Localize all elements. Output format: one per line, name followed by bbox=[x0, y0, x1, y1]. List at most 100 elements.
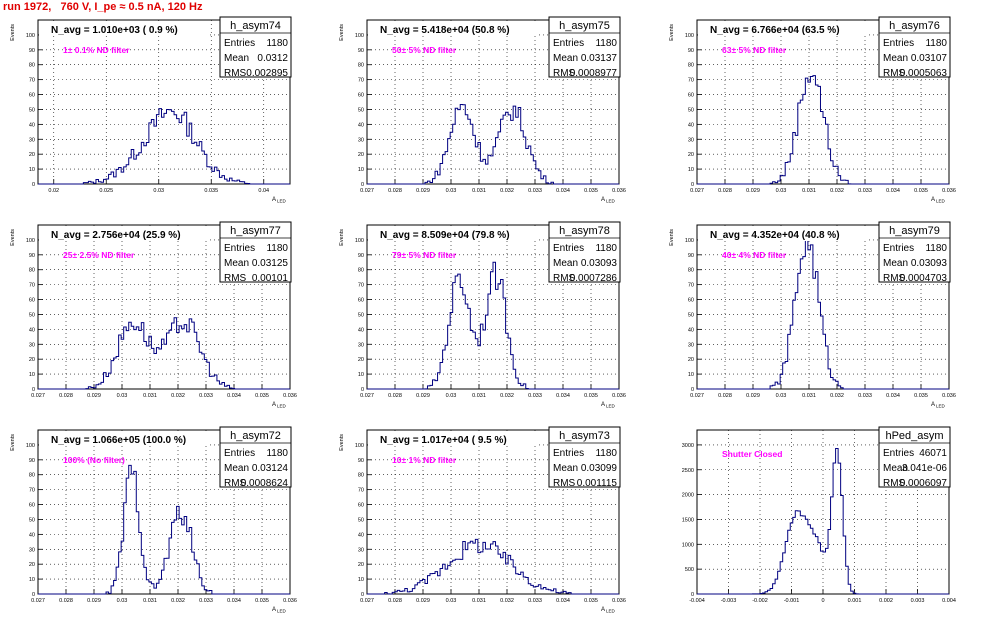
stat-value-entries: 1180 bbox=[925, 243, 947, 254]
x-tick-label: 0.03 bbox=[776, 393, 787, 399]
x-tick-label: 0.034 bbox=[227, 393, 241, 399]
y-tick-label: 0 bbox=[691, 387, 694, 393]
histogram-line bbox=[38, 317, 290, 390]
x-tick-label: 0.03 bbox=[117, 393, 128, 399]
stat-label-mean: Mean bbox=[553, 463, 578, 474]
x-tick-label: 0.03 bbox=[446, 393, 457, 399]
stat-label-entries: Entries bbox=[883, 38, 914, 49]
stats-box bbox=[219, 426, 292, 488]
y-tick-label: 20 bbox=[29, 152, 35, 158]
histogram-name: h_asym72 bbox=[230, 430, 281, 442]
y-tick-label: 50 bbox=[29, 312, 35, 318]
x-tick-label: 0.04 bbox=[258, 188, 269, 194]
filter-annotation: 100% (No filter) bbox=[63, 455, 125, 465]
y-tick-label: 90 bbox=[358, 458, 364, 464]
x-tick-label: 0.033 bbox=[858, 188, 872, 194]
y-tick-label: 50 bbox=[29, 517, 35, 523]
y-tick-label: 60 bbox=[29, 503, 35, 509]
y-tick-label: 60 bbox=[688, 93, 694, 99]
stat-value-mean: 3.041e-06 bbox=[902, 463, 947, 474]
x-tick-label: 0.036 bbox=[283, 598, 297, 604]
x-tick-label: 0.036 bbox=[612, 598, 626, 604]
plot-frame bbox=[696, 224, 950, 390]
x-tick-label: 0.03 bbox=[117, 598, 128, 604]
stat-value-entries: 46071 bbox=[919, 448, 947, 459]
y-tick-label: 20 bbox=[358, 357, 364, 363]
y-tick-label: 80 bbox=[358, 63, 364, 69]
x-tick-label: 0.027 bbox=[360, 188, 374, 194]
stat-value-rms: 0.0005063 bbox=[900, 68, 948, 79]
plot-title: N_avg = 6.766e+04 (63.5 %) bbox=[710, 25, 840, 36]
x-axis-label: ALED bbox=[272, 607, 287, 614]
x-axis-label: ALED bbox=[272, 402, 287, 409]
y-tick-label: 10 bbox=[29, 167, 35, 173]
y-tick-label: 20 bbox=[358, 562, 364, 568]
stat-value-rms: 0.0008977 bbox=[570, 68, 618, 79]
y-tick-label: 70 bbox=[358, 283, 364, 289]
y-tick-label: 60 bbox=[29, 93, 35, 99]
y-tick-label: 80 bbox=[358, 473, 364, 479]
histogram-name: h_asym79 bbox=[889, 225, 940, 237]
y-tick-label: 90 bbox=[29, 253, 35, 259]
histogram-line bbox=[367, 104, 619, 185]
y-tick-label: 100 bbox=[26, 33, 35, 39]
y-tick-label: 70 bbox=[688, 78, 694, 84]
stat-label-mean: Mean bbox=[224, 53, 249, 64]
x-tick-label: 0.03 bbox=[446, 188, 457, 194]
y-tick-label: 70 bbox=[358, 78, 364, 84]
y-tick-label: 2000 bbox=[682, 493, 694, 499]
x-tick-label: 0.025 bbox=[99, 188, 113, 194]
x-tick-label: -0.001 bbox=[784, 598, 800, 604]
y-tick-label: 30 bbox=[29, 137, 35, 143]
histogram-name: h_asym75 bbox=[559, 20, 610, 32]
title-box bbox=[368, 226, 536, 241]
y-axis-label: Events bbox=[339, 229, 345, 246]
y-axis-label: Events bbox=[10, 229, 16, 246]
y-axis-label: Events bbox=[10, 24, 16, 41]
stat-label-mean: Mean bbox=[553, 53, 578, 64]
plot-title: N_avg = 1.010e+03 ( 0.9 %) bbox=[51, 25, 178, 36]
x-tick-label: 0.02 bbox=[48, 188, 59, 194]
y-tick-label: 10 bbox=[29, 577, 35, 583]
y-tick-label: 60 bbox=[358, 298, 364, 304]
y-tick-label: 40 bbox=[358, 532, 364, 538]
y-tick-label: 50 bbox=[688, 107, 694, 113]
x-tick-label: 0.027 bbox=[31, 393, 45, 399]
x-tick-label: 0.034 bbox=[556, 598, 570, 604]
x-tick-label: 0.033 bbox=[858, 393, 872, 399]
plot-frame bbox=[37, 19, 291, 185]
y-tick-label: 50 bbox=[358, 517, 364, 523]
y-tick-label: 60 bbox=[358, 93, 364, 99]
x-tick-label: 0.033 bbox=[528, 188, 542, 194]
x-tick-label: 0.032 bbox=[171, 393, 185, 399]
y-tick-label: 40 bbox=[29, 327, 35, 333]
y-tick-label: 30 bbox=[358, 137, 364, 143]
y-tick-label: 50 bbox=[358, 312, 364, 318]
histogram-line bbox=[367, 261, 619, 390]
plot-title: N_avg = 1.066e+05 (100.0 %) bbox=[51, 435, 186, 446]
filter-annotation: 10± 1% ND filter bbox=[392, 455, 457, 465]
stat-label-mean: Mean bbox=[883, 53, 908, 64]
x-tick-label: 0.027 bbox=[360, 598, 374, 604]
x-tick-label: 0.004 bbox=[942, 598, 956, 604]
plot-title: N_avg = 2.756e+04 (25.9 %) bbox=[51, 230, 181, 241]
x-tick-label: -0.003 bbox=[721, 598, 737, 604]
y-tick-label: 90 bbox=[358, 48, 364, 54]
stat-value-rms: 0.0007286 bbox=[570, 273, 618, 284]
stat-value-mean: 0.03124 bbox=[252, 463, 289, 474]
histogram-panel-hPed_asym: 0 500 1000 1500 2000 2500 3000 -0.004 -0.003 -0.0… bbox=[682, 426, 956, 604]
stat-label-entries: Entries bbox=[883, 243, 914, 254]
plot-frame bbox=[366, 19, 620, 185]
y-tick-label: 20 bbox=[688, 152, 694, 158]
stat-value-entries: 1180 bbox=[266, 38, 288, 49]
x-tick-label: 0.034 bbox=[886, 188, 900, 194]
y-tick-label: 80 bbox=[358, 268, 364, 274]
y-tick-label: 70 bbox=[29, 488, 35, 494]
stat-value-rms: 0.0006097 bbox=[900, 478, 948, 489]
y-axis-label: Events bbox=[10, 434, 16, 451]
y-tick-label: 100 bbox=[355, 238, 364, 244]
x-tick-label: 0.035 bbox=[914, 393, 928, 399]
histogram-panel-h_asym75: 0 10 20 30 40 50 60 70 80 90 100 0.027 0.028 0.029 0.0… bbox=[339, 16, 626, 204]
stat-label-entries: Entries bbox=[883, 448, 914, 459]
